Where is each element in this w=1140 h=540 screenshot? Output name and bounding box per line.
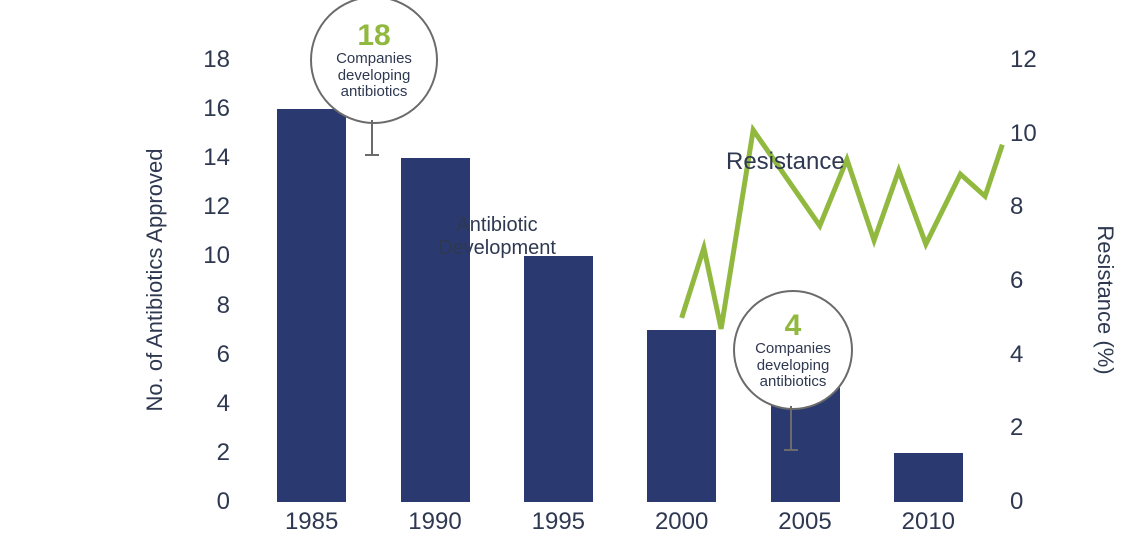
callout-2010: 4Companiesdevelopingantibiotics — [733, 290, 853, 410]
antibiotics-resistance-chart: No. of Antibiotics Approved Resistance (… — [0, 0, 1140, 540]
callout-2010-number: 4 — [785, 310, 802, 342]
callout-1990: 18Companiesdevelopingantibiotics — [310, 0, 438, 124]
callout-2010-stem-tick — [784, 449, 798, 451]
antibiotic-development-label: AntibioticDevelopment — [427, 214, 567, 260]
callout-1990-text: Companiesdevelopingantibiotics — [336, 51, 412, 101]
callout-1990-number: 18 — [357, 20, 390, 52]
line-svg — [0, 0, 1140, 540]
callout-2010-text: Companiesdevelopingantibiotics — [755, 341, 831, 391]
callout-1990-stem — [371, 120, 373, 154]
callout-1990-stem-tick — [365, 154, 379, 156]
resistance-label: Resistance — [726, 148, 845, 176]
callout-2010-stem — [790, 406, 792, 449]
